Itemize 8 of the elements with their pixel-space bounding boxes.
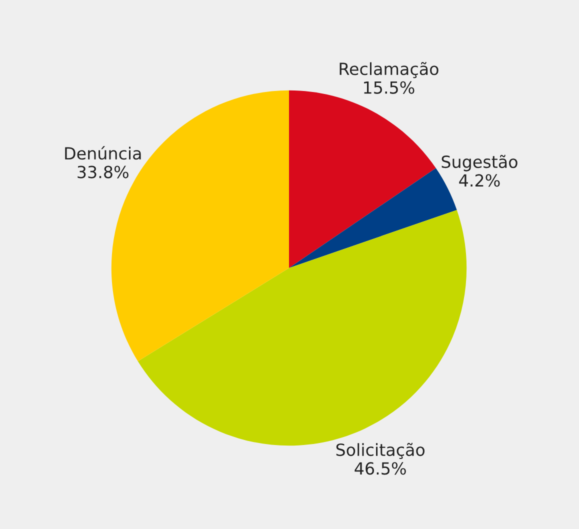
data-label: 46.5% xyxy=(354,462,406,475)
slice-label: Denúncia xyxy=(65,146,141,160)
slice-label: Sugestão xyxy=(442,154,518,172)
data-label: 4.2% xyxy=(459,174,500,187)
data-label: 15.5% xyxy=(364,81,414,94)
slice-label: Reclamação xyxy=(340,62,438,78)
slice-label: Solicitação xyxy=(336,442,425,460)
data-label: 33.8% xyxy=(78,166,128,178)
